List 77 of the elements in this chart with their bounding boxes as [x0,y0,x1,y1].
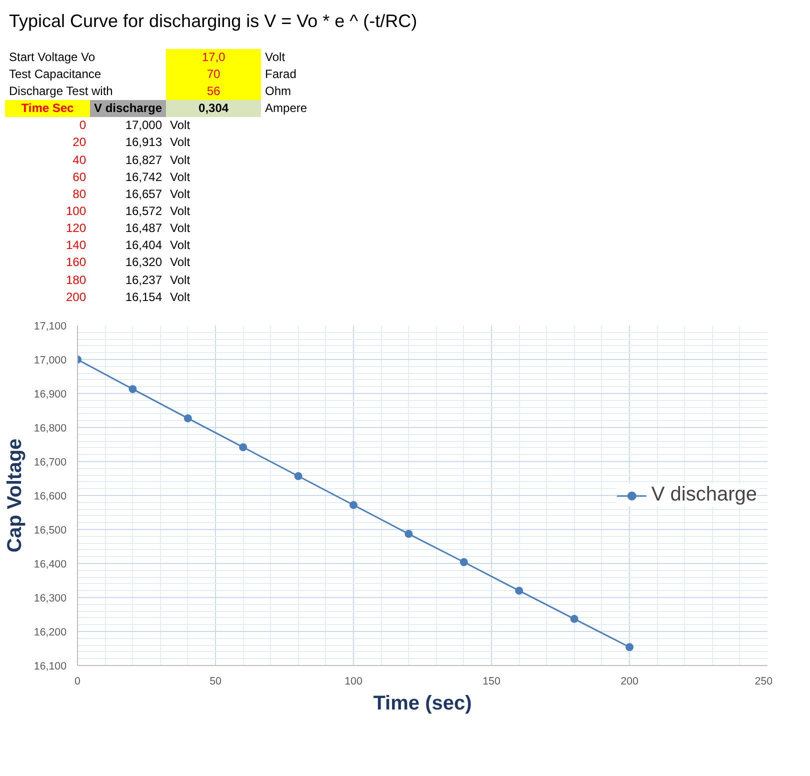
x-tick-label: 250 [754,676,773,688]
y-tick-label: 16,500 [34,524,67,536]
text: Volt [169,272,192,289]
point [294,472,302,480]
text: Volt [169,288,192,306]
y-tick-label: 16,300 [34,592,67,604]
text: 120 [64,220,87,238]
text: 0,304 [166,100,262,118]
text: 16,742 [124,168,164,186]
y-tick-label: 16,100 [34,660,67,672]
legend-label: V discharge [651,484,757,506]
text: Volt [169,254,192,272]
point [626,643,634,652]
y-tick-label: 16,700 [34,456,67,468]
text: 17,000 [124,117,164,134]
text: 16,320 [124,254,164,272]
text: Time Sec [5,100,90,118]
text: Volt [169,134,192,152]
y-tick-label: 16,800 [34,422,67,434]
point [404,530,413,538]
y-axis-title: Cap Voltage [4,438,26,553]
y-tick-label: 16,200 [34,626,67,638]
text: 70 [166,66,262,83]
point [350,501,358,510]
text: Volt [169,237,192,254]
text: 16,827 [124,152,164,169]
text: 16,572 [124,202,164,220]
text: Volt [169,186,192,203]
text: 60 [72,168,87,186]
text: 16,487 [124,220,164,238]
y-tick-label: 17,100 [34,320,67,332]
text: 16,657 [124,186,164,203]
text: Volt [169,168,192,186]
text: Ohm [264,82,292,100]
text: Volt [169,220,192,238]
x-tick-label: 0 [74,676,81,688]
text: 200 [64,288,87,306]
text: 16,237 [124,272,164,289]
point [128,385,137,394]
text: 16,154 [124,288,164,306]
text: Start Voltage Vo [8,48,96,66]
x-tick-label: 150 [482,676,500,688]
x-tick-label: 50 [210,676,222,688]
text: 80 [72,186,87,203]
text: Volt [169,117,192,134]
text: Farad [264,66,298,83]
point [515,586,524,595]
text: Volt [169,202,192,220]
point [184,414,192,422]
x-tick-label: 200 [620,676,638,688]
text: Ampere [264,100,308,118]
text: 20 [72,134,87,152]
x-axis-title: Time (sec) [373,692,472,714]
point [570,614,578,623]
text: 100 [64,202,87,220]
point [239,443,248,452]
y-tick-label: 16,900 [34,388,67,400]
text: Volt [169,152,192,169]
text: 140 [64,237,87,254]
text: 40 [72,152,87,169]
text: 0 [78,117,87,134]
text: 160 [64,254,87,272]
text: 17,0 [166,48,262,66]
chart-title: Typical Curve for discharging is V = Vo * e ^ (-t/RC) [9,10,418,33]
text: Test Capacitance [8,66,102,83]
point [460,558,468,566]
y-tick-label: 16,600 [34,490,67,502]
text: Volt [264,48,286,66]
text: Discharge Test with [8,82,114,100]
text: 56 [166,82,262,100]
y-tick-label: 16,400 [34,558,67,570]
text: 180 [64,272,87,289]
y-tick-label: 17,000 [34,354,67,366]
text: 16,913 [124,134,164,152]
text: 16,404 [124,237,164,254]
x-tick-label: 100 [344,676,362,688]
text: V discharge [94,101,162,116]
